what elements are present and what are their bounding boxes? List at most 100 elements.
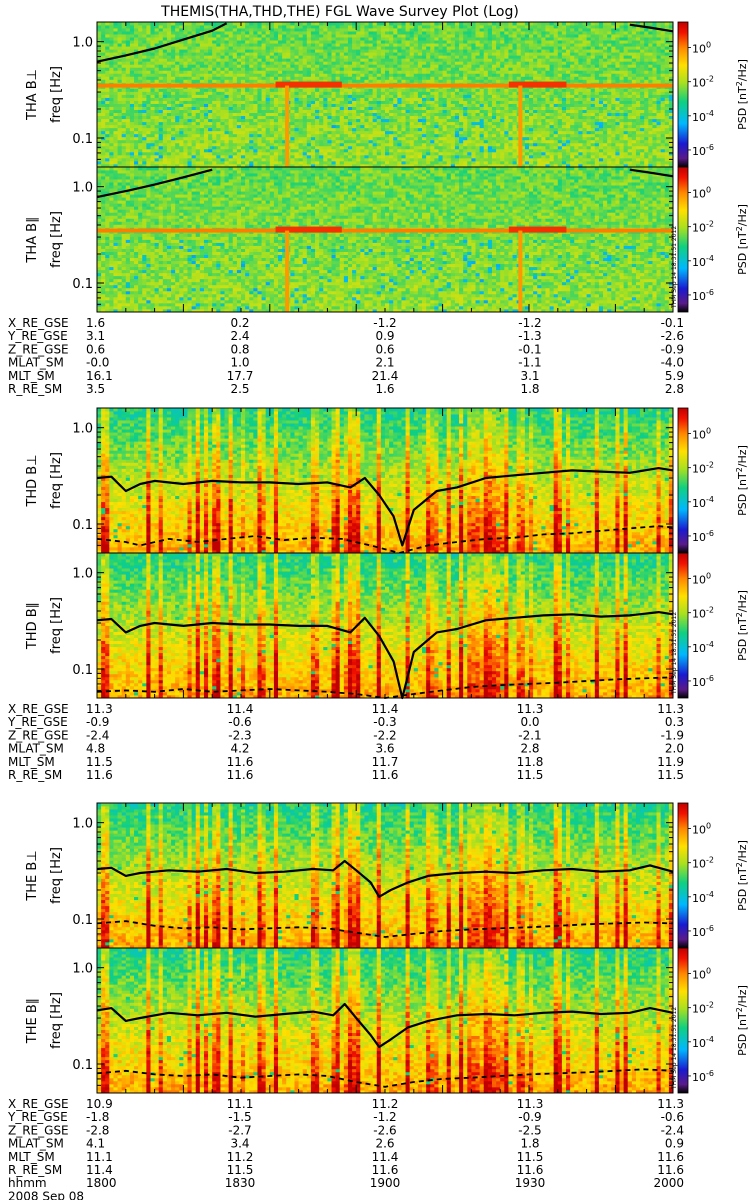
spectrogram-cell bbox=[163, 140, 168, 143]
spectrogram-cell bbox=[356, 46, 361, 49]
spectrogram-cell bbox=[294, 125, 299, 128]
spectrogram-cell bbox=[245, 37, 250, 40]
spectrogram-cell bbox=[311, 113, 316, 116]
spectrogram-cell bbox=[245, 55, 250, 58]
spectrogram-cell bbox=[150, 88, 155, 91]
spectrogram-cell bbox=[307, 28, 312, 31]
spectrogram-cell bbox=[142, 95, 147, 98]
spectrogram-cell bbox=[150, 134, 155, 137]
spectrogram-cell bbox=[257, 49, 262, 52]
spectrogram-cell bbox=[364, 46, 369, 49]
spectrogram-cell bbox=[352, 137, 357, 140]
spectrogram-cell bbox=[113, 125, 118, 128]
spectrogram-cell bbox=[200, 119, 205, 122]
spectrogram-cell bbox=[142, 122, 147, 125]
spectrogram-cell bbox=[126, 34, 131, 37]
spectrogram-cell bbox=[319, 128, 324, 131]
spectrogram-cell bbox=[348, 55, 353, 58]
spectrogram-cell bbox=[216, 76, 221, 79]
spectrogram-cell bbox=[373, 110, 378, 113]
spectrogram-cell bbox=[299, 73, 304, 76]
spectrogram-cell bbox=[373, 155, 378, 158]
spectrogram-cell bbox=[155, 34, 160, 37]
spectrogram-cell bbox=[105, 110, 110, 113]
spectrogram-cell bbox=[245, 107, 250, 110]
spectrogram-cell bbox=[319, 76, 324, 79]
spectrogram-cell bbox=[278, 128, 283, 131]
spectrogram-cell bbox=[303, 119, 308, 122]
spectrogram-cell bbox=[130, 37, 135, 40]
spectrogram-cell bbox=[113, 143, 118, 146]
spectrogram-cell bbox=[167, 107, 172, 110]
spectrogram-cell bbox=[323, 28, 328, 31]
spectrogram-cell bbox=[237, 79, 242, 82]
spectrogram-cell bbox=[241, 149, 246, 152]
spectrogram-cell bbox=[159, 76, 164, 79]
spectrogram-cell bbox=[113, 98, 118, 101]
spectrogram-cell bbox=[122, 143, 127, 146]
spectrogram-cell bbox=[303, 116, 308, 119]
spectrogram-cell bbox=[257, 143, 262, 146]
spectrogram-cell bbox=[150, 125, 155, 128]
spectrogram-cell bbox=[134, 116, 139, 119]
spectrogram-cell bbox=[130, 95, 135, 98]
spectrogram-cell bbox=[257, 58, 262, 61]
spectrogram-cell bbox=[294, 52, 299, 55]
spectrogram-cell bbox=[101, 119, 106, 122]
spectrogram-cell bbox=[105, 119, 110, 122]
spectrogram-cell bbox=[299, 55, 304, 58]
spectrogram-cell bbox=[344, 64, 349, 67]
spectrogram-cell bbox=[270, 28, 275, 31]
spectrogram-cell bbox=[113, 128, 118, 131]
spectrogram-cell bbox=[262, 113, 267, 116]
spectrogram-cell bbox=[138, 64, 143, 67]
spectrogram-cell bbox=[200, 25, 205, 28]
spectrogram-cell bbox=[208, 67, 213, 70]
spectrogram-cell bbox=[183, 140, 188, 143]
spectrogram-cell bbox=[377, 116, 382, 119]
spectrogram-cell bbox=[319, 134, 324, 137]
spectrogram-cell bbox=[97, 128, 102, 131]
spectrogram-cell bbox=[220, 143, 225, 146]
spectrogram-cell bbox=[278, 140, 283, 143]
spectrogram-cell bbox=[323, 70, 328, 73]
spectrogram-cell bbox=[175, 22, 180, 25]
spectrogram-cell bbox=[377, 110, 382, 113]
spectrogram-cell bbox=[179, 76, 184, 79]
spectrogram-cell bbox=[212, 149, 217, 152]
spectrogram-cell bbox=[319, 131, 324, 134]
spectrogram-cell bbox=[352, 37, 357, 40]
spectrogram-cell bbox=[150, 79, 155, 82]
spectrogram-cell bbox=[274, 31, 279, 34]
spectrogram-cell bbox=[113, 64, 118, 67]
spectrogram-cell bbox=[327, 158, 332, 161]
spectrogram-cell bbox=[311, 128, 316, 131]
spectrogram-cell bbox=[356, 113, 361, 116]
spectrogram-cell bbox=[216, 22, 221, 25]
spectrogram-cell bbox=[216, 61, 221, 64]
spectrogram-cell bbox=[377, 61, 382, 64]
spectrogram-cell bbox=[369, 128, 374, 131]
spectrogram-cell bbox=[163, 152, 168, 155]
spectrogram-cell bbox=[336, 119, 341, 122]
spectrogram-cell bbox=[364, 110, 369, 113]
spectrogram-cell bbox=[274, 58, 279, 61]
spectrogram-cell bbox=[134, 95, 139, 98]
spectrogram-cell bbox=[245, 137, 250, 140]
spectrogram-cell bbox=[278, 28, 283, 31]
spectrogram-cell bbox=[167, 31, 172, 34]
spectrogram-cell bbox=[249, 119, 254, 122]
spectrogram-cell bbox=[270, 31, 275, 34]
spectrogram-cell bbox=[183, 34, 188, 37]
spectrogram-cell bbox=[340, 128, 345, 131]
spectrogram-cell bbox=[319, 37, 324, 40]
spectrogram-cell bbox=[274, 37, 279, 40]
spectrogram-cell bbox=[332, 25, 337, 28]
spectrogram-cell bbox=[134, 88, 139, 91]
spectrogram-cell bbox=[241, 161, 246, 164]
spectrogram-cell bbox=[294, 107, 299, 110]
spectrogram-cell bbox=[204, 70, 209, 73]
spectrogram-cell bbox=[348, 70, 353, 73]
spectrogram-cell bbox=[270, 55, 275, 58]
spectrogram-cell bbox=[216, 143, 221, 146]
